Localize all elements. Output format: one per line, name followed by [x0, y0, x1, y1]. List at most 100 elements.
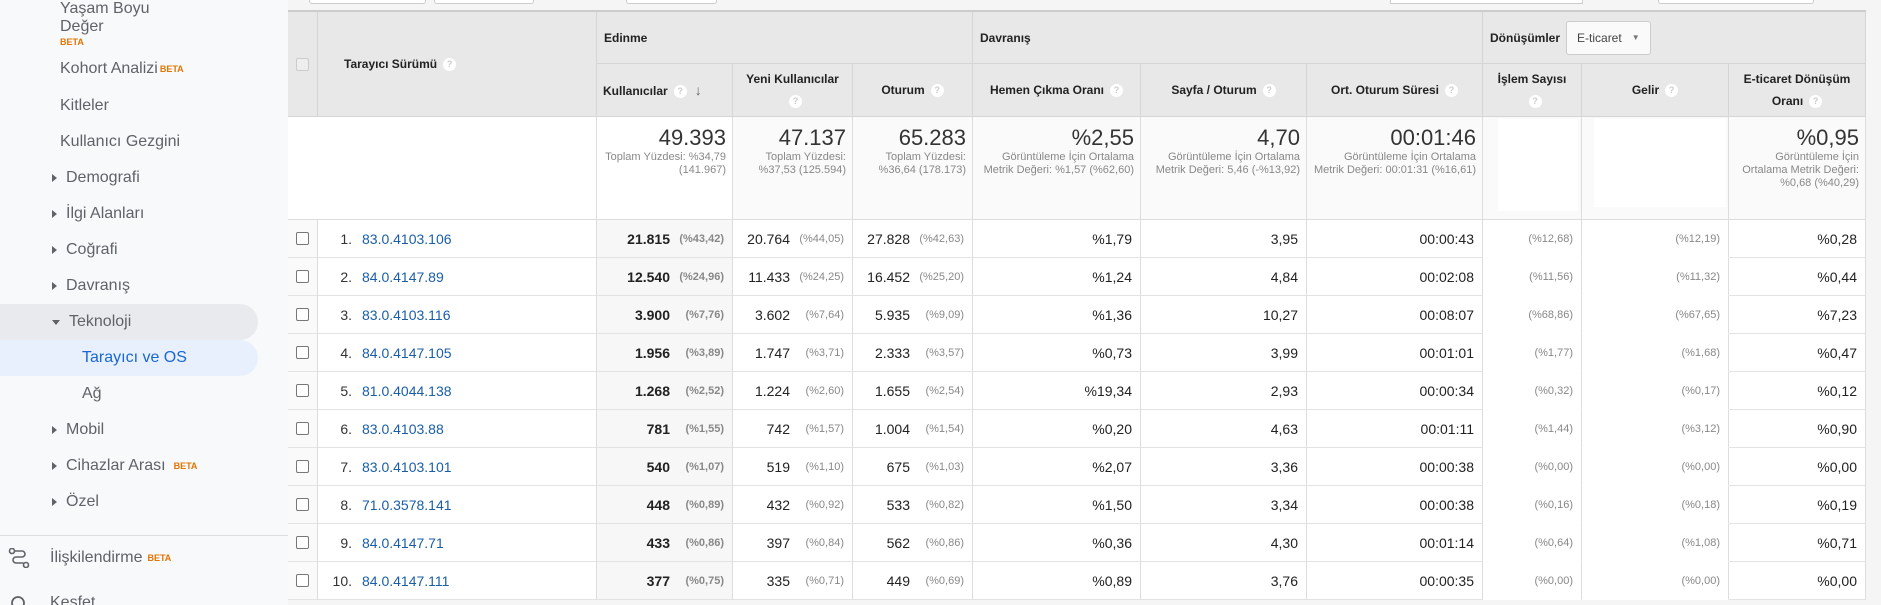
sidebar-item-taray-c-ve-os[interactable]: Tarayıcı ve OS — [0, 340, 258, 376]
beta-badge: BETA — [60, 37, 84, 47]
metric-cell: (%0,64) — [1483, 524, 1582, 562]
row-checkbox[interactable] — [296, 498, 309, 511]
sidebar-item-kohort-analizi[interactable]: Kohort Analizi BETA — [60, 60, 184, 77]
browser-version-link[interactable]: 71.0.3578.141 — [362, 496, 452, 513]
help-icon[interactable]: ? — [1110, 84, 1124, 98]
sidebar-item-a-[interactable]: Ağ — [82, 385, 102, 402]
metric-cell: 00:01:11 — [1307, 410, 1483, 448]
browser-version-link[interactable]: 83.0.4103.101 — [362, 458, 452, 475]
toolbar-button[interactable] — [434, 0, 534, 4]
help-icon[interactable]: ? — [1528, 95, 1542, 109]
browser-version-link[interactable]: 84.0.4147.105 — [362, 344, 452, 361]
metric-cell: 4,30 — [1141, 524, 1307, 562]
search-box[interactable] — [1390, 0, 1583, 4]
sidebar-item-demografi[interactable]: Demografi — [52, 160, 140, 196]
sort-descending-icon[interactable]: ↓ — [694, 81, 702, 98]
metric-cell: 675 (%1,03) — [853, 448, 973, 486]
help-icon[interactable]: ? — [789, 95, 802, 109]
toolbar-button[interactable] — [626, 0, 717, 4]
sidebar-item-co-rafi[interactable]: Coğrafi — [52, 232, 118, 268]
sidebar-item-davran-[interactable]: Davranış — [52, 268, 130, 304]
column-header[interactable]: Kullanıcılar? ↓ — [597, 64, 733, 117]
sidebar-item-discover[interactable]: Keşfet — [8, 585, 95, 605]
help-icon[interactable]: ? — [1445, 84, 1459, 98]
row-checkbox[interactable] — [296, 232, 309, 245]
total-cell: 47.137 Toplam Yüzdesi: %37,53 (125.594) — [733, 117, 853, 220]
row-select-cell — [288, 372, 318, 410]
dimension-cell: 10. 84.0.4147.111 — [318, 562, 597, 600]
help-icon[interactable]: ? — [1262, 84, 1276, 98]
browser-version-link[interactable]: 83.0.4103.88 — [362, 420, 444, 437]
metric-cell: %0,36 — [973, 524, 1141, 562]
sidebar-item-kullan-c-gezgini[interactable]: Kullanıcı Gezgini — [60, 133, 181, 150]
toolbar-button[interactable] — [309, 0, 426, 4]
column-header[interactable]: Ort. Oturum Süresi? — [1307, 64, 1483, 117]
row-checkbox[interactable] — [296, 460, 309, 473]
metric-cell: %2,07 — [973, 448, 1141, 486]
browser-version-link[interactable]: 84.0.4147.71 — [362, 534, 444, 551]
browser-version-link[interactable]: 84.0.4147.111 — [362, 572, 450, 589]
metric-cell: 562 (%0,86) — [853, 524, 973, 562]
help-icon[interactable]: ? — [443, 57, 457, 71]
metric-cell: 3,99 — [1141, 334, 1307, 372]
metric-cell: %0,71 — [1729, 524, 1866, 562]
metric-cell: 00:00:35 — [1307, 562, 1483, 600]
metric-cell: 519 (%1,10) — [733, 448, 853, 486]
row-checkbox[interactable] — [296, 574, 309, 587]
browser-version-link[interactable]: 84.0.4147.89 — [362, 268, 444, 285]
total-cell: 4,70 Görüntüleme İçin Ortalama Metrik Değ… — [1141, 117, 1307, 220]
metric-cell: 3,76 — [1141, 562, 1307, 600]
browser-version-link[interactable]: 83.0.4103.106 — [362, 230, 452, 247]
view-toggle-buttons[interactable] — [1658, 0, 1814, 4]
metric-cell: (%1,44) — [1483, 410, 1582, 448]
row-checkbox[interactable] — [296, 422, 309, 435]
dimension-cell: 5. 81.0.4044.138 — [318, 372, 597, 410]
metric-cell: (%0,00) — [1483, 448, 1582, 486]
row-checkbox[interactable] — [296, 308, 309, 321]
row-select-cell — [288, 334, 318, 372]
sidebar-item-attribution[interactable]: İlişkilendirme BETA — [8, 540, 171, 576]
metric-cell: (%12,68) — [1483, 220, 1582, 258]
metric-cell: 11.433 (%24,25) — [733, 258, 853, 296]
row-checkbox[interactable] — [296, 384, 309, 397]
metric-cell: %0,89 — [973, 562, 1141, 600]
caret-right-icon — [52, 498, 57, 506]
browser-version-link[interactable]: 81.0.4044.138 — [362, 382, 452, 399]
conversion-type-dropdown[interactable]: E-ticaret ▼ — [1566, 20, 1651, 55]
metric-cell: 448 (%0,89) — [597, 486, 733, 524]
sidebar-item-lifetime-value[interactable]: Yaşam Boyu Değer BETA — [60, 0, 150, 47]
scrollbar[interactable] — [1866, 0, 1881, 605]
table-row: 8. 71.0.3578.141 448 (%0,89) 432 (%0,92) 533 (%… — [288, 486, 1866, 524]
sidebar-item-cihazlar-aras-[interactable]: Cihazlar Arası BETA — [52, 448, 197, 484]
help-icon[interactable]: ? — [1665, 84, 1679, 98]
column-header[interactable]: İşlem Sayısı? — [1483, 64, 1582, 117]
column-header[interactable]: Gelir? — [1582, 64, 1729, 117]
metric-cell: %0,73 — [973, 334, 1141, 372]
row-select-cell — [288, 448, 318, 486]
column-header[interactable]: E-ticaret Dönüşüm Oranı? — [1729, 64, 1866, 117]
row-checkbox[interactable] — [296, 270, 309, 283]
column-header[interactable]: Hemen Çıkma Oranı? — [973, 64, 1141, 117]
help-icon[interactable]: ? — [1809, 95, 1823, 109]
select-all-checkbox[interactable] — [296, 57, 309, 71]
metric-cell: 10,27 — [1141, 296, 1307, 334]
column-header[interactable]: Oturum? — [853, 64, 973, 117]
row-checkbox[interactable] — [296, 346, 309, 359]
metric-cell: 00:08:07 — [1307, 296, 1483, 334]
dimension-cell: 2. 84.0.4147.89 — [318, 258, 597, 296]
column-header[interactable]: Yeni Kullanıcılar? — [733, 64, 853, 117]
sidebar-item--zel[interactable]: Özel — [52, 484, 99, 520]
row-checkbox[interactable] — [296, 536, 309, 549]
column-header[interactable]: Sayfa / Oturum? — [1141, 64, 1307, 117]
dimension-header[interactable]: Tarayıcı Sürümü? — [318, 12, 597, 117]
sidebar-item-kitleler[interactable]: Kitleler — [60, 97, 109, 114]
group-acquisition: Edinme — [597, 12, 973, 64]
metric-cell: %1,50 — [973, 486, 1141, 524]
beta-badge: BETA — [173, 461, 198, 471]
browser-version-link[interactable]: 83.0.4103.116 — [362, 306, 451, 323]
sidebar-item-mobil[interactable]: Mobil — [52, 412, 104, 448]
sidebar-item-teknoloji[interactable]: Teknoloji — [0, 304, 258, 340]
sidebar-item-i-lgi-alanlar-[interactable]: İlgi Alanları — [52, 196, 144, 232]
help-icon[interactable]: ? — [673, 84, 687, 98]
help-icon[interactable]: ? — [930, 84, 944, 98]
